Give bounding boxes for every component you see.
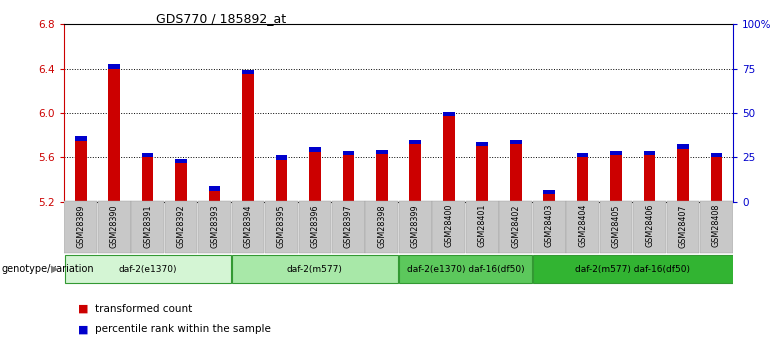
Text: GSM28393: GSM28393 [210,204,219,247]
FancyBboxPatch shape [165,201,197,253]
Text: GSM28405: GSM28405 [612,204,621,247]
Bar [477,146,488,202]
FancyBboxPatch shape [366,201,399,253]
Bar [711,157,722,202]
Bar [576,157,588,202]
Bar [443,112,455,116]
Bar [711,153,722,157]
Text: GSM28400: GSM28400 [445,204,453,247]
Text: daf-2(m577): daf-2(m577) [287,265,343,274]
Bar [443,116,455,202]
Bar [309,147,321,152]
FancyBboxPatch shape [600,201,633,253]
Bar [108,64,120,69]
FancyBboxPatch shape [98,201,130,253]
Bar [544,194,555,202]
Text: transformed count: transformed count [95,304,193,314]
Bar [644,151,655,155]
Text: GSM28404: GSM28404 [578,204,587,247]
Text: GSM28396: GSM28396 [310,204,320,247]
FancyBboxPatch shape [466,201,498,253]
Text: genotype/variation: genotype/variation [2,264,94,274]
Bar [677,144,689,149]
FancyBboxPatch shape [232,201,264,253]
Text: GSM28391: GSM28391 [143,204,152,247]
Bar [275,160,287,202]
FancyBboxPatch shape [399,201,431,253]
FancyBboxPatch shape [533,201,566,253]
Bar [376,150,388,154]
Text: GSM28401: GSM28401 [477,204,487,247]
Bar [242,70,254,74]
Text: GSM28407: GSM28407 [679,204,687,247]
Text: daf-2(e1370) daf-16(df50): daf-2(e1370) daf-16(df50) [406,265,524,274]
Text: ■: ■ [78,325,88,334]
FancyBboxPatch shape [432,201,465,253]
Bar [75,141,87,202]
Bar [544,190,555,194]
Text: GSM28397: GSM28397 [344,204,353,248]
FancyBboxPatch shape [399,255,532,283]
FancyBboxPatch shape [299,201,332,253]
Bar [410,140,421,144]
Bar [75,136,87,141]
Bar [209,191,221,202]
FancyBboxPatch shape [131,201,164,253]
FancyBboxPatch shape [198,201,231,253]
Text: GDS770 / 185892_at: GDS770 / 185892_at [156,12,286,25]
Text: GSM28390: GSM28390 [110,204,119,247]
Text: GSM28395: GSM28395 [277,204,286,248]
Text: GSM28398: GSM28398 [378,204,386,247]
Text: ■: ■ [78,304,88,314]
Bar [576,153,588,157]
Bar [309,152,321,202]
Bar [410,144,421,202]
Bar [342,151,354,155]
Text: GSM28402: GSM28402 [511,204,520,247]
FancyBboxPatch shape [566,201,599,253]
Text: ▶: ▶ [51,264,58,274]
FancyBboxPatch shape [64,201,97,253]
FancyBboxPatch shape [332,201,365,253]
Bar [510,140,522,144]
Text: GSM28403: GSM28403 [544,204,554,247]
Text: GSM28394: GSM28394 [243,204,253,247]
Bar [644,155,655,202]
Text: GSM28399: GSM28399 [411,204,420,248]
Text: daf-2(m577) daf-16(df50): daf-2(m577) daf-16(df50) [576,265,690,274]
Text: daf-2(e1370): daf-2(e1370) [119,265,177,274]
Bar [342,155,354,202]
Bar [108,69,120,202]
Bar [610,151,622,155]
Bar [477,142,488,146]
Text: percentile rank within the sample: percentile rank within the sample [95,325,271,334]
Bar [142,153,154,157]
Bar [610,155,622,202]
FancyBboxPatch shape [232,255,398,283]
FancyBboxPatch shape [499,201,532,253]
Bar [176,163,187,202]
Bar [510,144,522,202]
Text: GSM28392: GSM28392 [176,204,186,248]
Bar [275,155,287,160]
FancyBboxPatch shape [265,201,298,253]
FancyBboxPatch shape [533,255,732,283]
Text: GSM28406: GSM28406 [645,204,654,247]
Bar [242,74,254,202]
Text: GSM28389: GSM28389 [76,204,85,247]
FancyBboxPatch shape [633,201,666,253]
Bar [376,154,388,202]
Text: GSM28408: GSM28408 [712,204,721,247]
Bar [176,158,187,163]
FancyBboxPatch shape [700,201,733,253]
Bar [677,149,689,202]
FancyBboxPatch shape [65,255,231,283]
FancyBboxPatch shape [667,201,700,253]
Bar [209,186,221,191]
Bar [142,157,154,202]
